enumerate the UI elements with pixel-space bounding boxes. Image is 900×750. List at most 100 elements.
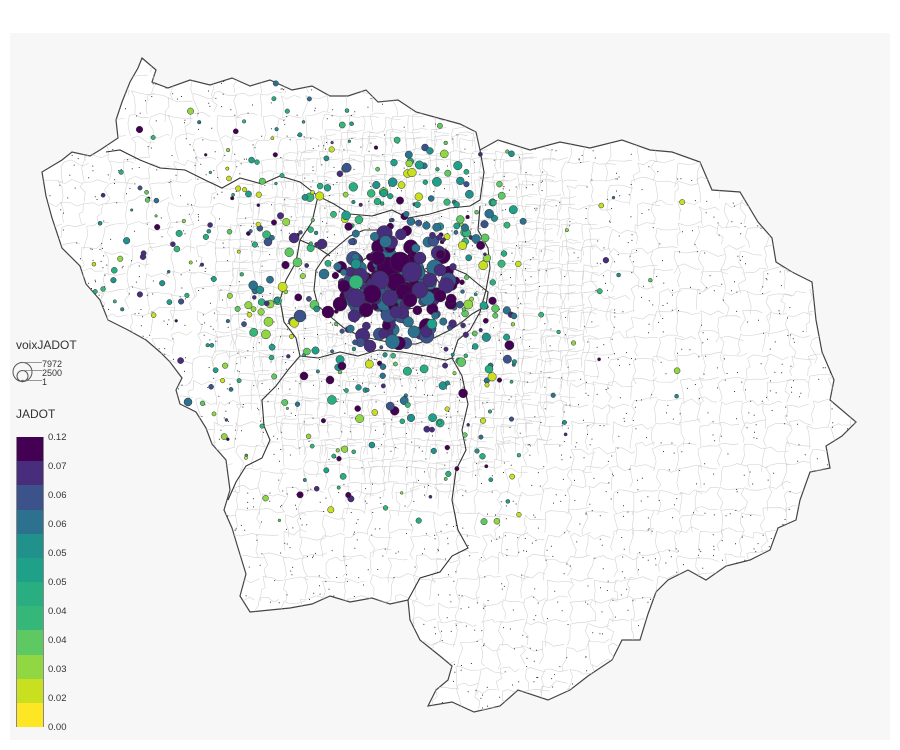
commune-bubble[interactable] — [310, 218, 315, 223]
commune-bubble[interactable] — [358, 202, 363, 207]
commune-bubble[interactable] — [263, 300, 270, 307]
commune-bubble[interactable] — [500, 250, 508, 257]
commune-bubble[interactable] — [431, 311, 440, 320]
commune-bubble[interactable] — [351, 199, 356, 205]
commune-bubble[interactable] — [502, 306, 511, 315]
commune-bubble[interactable] — [422, 272, 438, 288]
commune-bubble[interactable] — [508, 150, 515, 158]
commune-bubble[interactable] — [440, 149, 449, 159]
commune-bubble[interactable] — [135, 125, 144, 134]
commune-bubble[interactable] — [503, 221, 511, 229]
commune-bubble[interactable] — [442, 362, 449, 369]
commune-bubble[interactable] — [648, 278, 653, 283]
commune-bubble[interactable] — [313, 230, 319, 236]
commune-bubble[interactable] — [484, 208, 494, 219]
commune-bubble[interactable] — [263, 237, 273, 247]
commune-bubble[interactable] — [365, 387, 370, 393]
commune-bubble[interactable] — [321, 305, 335, 319]
commune-bubble[interactable] — [308, 241, 313, 246]
commune-bubble[interactable] — [438, 277, 455, 294]
commune-bubble[interactable] — [611, 195, 616, 200]
commune-bubble[interactable] — [337, 279, 351, 293]
commune-bubble[interactable] — [443, 140, 448, 146]
commune-bubble[interactable] — [256, 203, 261, 207]
commune-bubble[interactable] — [309, 443, 315, 449]
commune-bubble[interactable] — [463, 181, 470, 188]
commune-bubble[interactable] — [111, 267, 118, 274]
commune-bubble[interactable] — [505, 149, 510, 154]
commune-bubble[interactable] — [456, 300, 464, 309]
commune-bubble[interactable] — [336, 170, 344, 178]
commune-bubble[interactable] — [479, 301, 488, 310]
commune-bubble[interactable] — [212, 367, 219, 374]
commune-bubble[interactable] — [387, 193, 394, 200]
commune-bubble[interactable] — [379, 201, 385, 206]
commune-bubble[interactable] — [230, 196, 235, 201]
commune-bubble[interactable] — [596, 288, 603, 295]
commune-bubble[interactable] — [234, 305, 241, 312]
commune-bubble[interactable] — [323, 467, 330, 474]
commune-bubble[interactable] — [123, 237, 131, 245]
commune-bubble[interactable] — [226, 292, 233, 299]
commune-bubble[interactable] — [402, 292, 418, 308]
commune-bubble[interactable] — [497, 191, 506, 200]
commune-bubble[interactable] — [268, 343, 276, 351]
commune-bubble[interactable] — [242, 187, 248, 193]
commune-bubble[interactable] — [397, 181, 406, 189]
commune-bubble[interactable] — [412, 305, 423, 316]
commune-bubble[interactable] — [563, 432, 568, 437]
commune-bubble[interactable] — [334, 321, 338, 326]
commune-bubble[interactable] — [372, 180, 381, 190]
commune-bubble[interactable] — [456, 215, 465, 224]
commune-bubble[interactable] — [491, 304, 500, 313]
commune-bubble[interactable] — [508, 205, 518, 215]
commune-bubble[interactable] — [556, 329, 561, 335]
commune-bubble[interactable] — [335, 448, 340, 453]
commune-bubble[interactable] — [235, 185, 242, 192]
commune-bubble[interactable] — [415, 517, 422, 524]
commune-bubble[interactable] — [144, 189, 149, 195]
commune-bubble[interactable] — [465, 214, 470, 220]
commune-bubble[interactable] — [396, 196, 404, 205]
commune-bubble[interactable] — [432, 222, 442, 232]
commune-bubble[interactable] — [188, 260, 193, 265]
commune-bubble[interactable] — [461, 307, 466, 312]
commune-bubble[interactable] — [419, 364, 429, 374]
commune-bubble[interactable] — [461, 223, 469, 232]
commune-bubble[interactable] — [301, 194, 309, 201]
commune-bubble[interactable] — [249, 328, 259, 337]
commune-bubble[interactable] — [241, 321, 247, 327]
commune-bubble[interactable] — [254, 159, 260, 165]
commune-bubble[interactable] — [226, 175, 232, 182]
commune-bubble[interactable] — [382, 352, 388, 358]
commune-bubble[interactable] — [395, 228, 407, 241]
commune-bubble[interactable] — [341, 445, 349, 453]
commune-bubble[interactable] — [274, 181, 278, 186]
commune-bubble[interactable] — [515, 260, 522, 268]
commune-bubble[interactable] — [118, 169, 124, 175]
commune-bubble[interactable] — [401, 261, 423, 283]
commune-bubble[interactable] — [471, 330, 478, 337]
commune-bubble[interactable] — [371, 409, 379, 416]
commune-bubble[interactable] — [166, 269, 171, 274]
commune-bubble[interactable] — [370, 270, 390, 290]
commune-bubble[interactable] — [407, 167, 417, 178]
commune-bubble[interactable] — [420, 325, 433, 338]
commune-bubble[interactable] — [352, 339, 358, 346]
commune-bubble[interactable] — [332, 296, 348, 312]
commune-bubble[interactable] — [313, 485, 320, 492]
commune-bubble[interactable] — [285, 406, 289, 410]
commune-bubble[interactable] — [331, 453, 337, 459]
commune-bubble[interactable] — [459, 279, 465, 285]
commune-bubble[interactable] — [471, 234, 481, 244]
commune-bubble[interactable] — [454, 466, 460, 472]
commune-bubble[interactable] — [327, 395, 337, 405]
commune-bubble[interactable] — [354, 405, 361, 412]
commune-bubble[interactable] — [279, 173, 285, 179]
commune-bubble[interactable] — [508, 416, 515, 422]
commune-bubble[interactable] — [487, 409, 493, 414]
commune-bubble[interactable] — [330, 349, 335, 354]
commune-bubble[interactable] — [336, 456, 342, 462]
commune-bubble[interactable] — [174, 319, 178, 323]
commune-bubble[interactable] — [354, 215, 364, 225]
